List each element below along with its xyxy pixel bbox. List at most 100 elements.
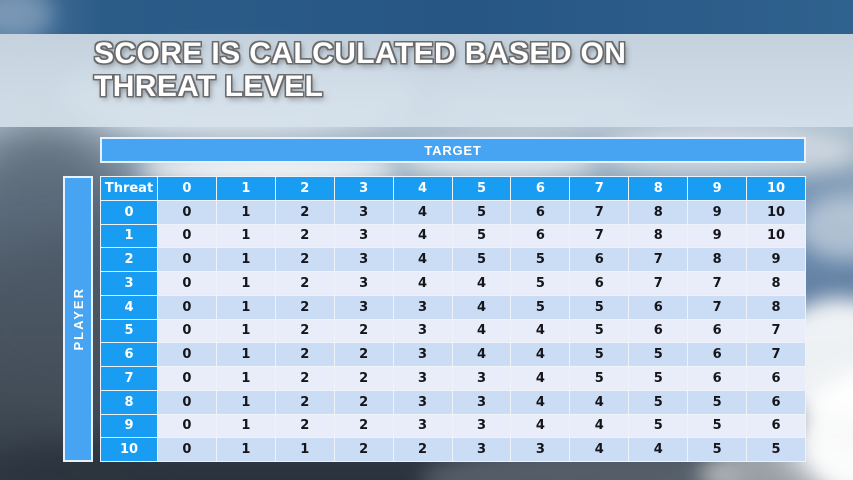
score-cell: 7: [629, 248, 688, 271]
score-cell: 0: [158, 272, 216, 295]
score-cell: 8: [688, 248, 747, 271]
score-cell: 6: [688, 319, 747, 343]
score-cell: 2: [275, 390, 334, 414]
score-cell: 5: [570, 295, 629, 319]
score-cell: 5: [747, 438, 805, 461]
score-cell: 9: [747, 248, 805, 271]
score-cell: 8: [629, 200, 688, 224]
score-cell: 6: [747, 367, 805, 390]
score-cell: 5: [511, 248, 570, 271]
col-header-cell: 9: [688, 177, 747, 200]
row-label-cell: 4: [101, 295, 157, 319]
score-cell: 5: [452, 224, 511, 248]
score-cell: 7: [747, 343, 805, 366]
score-cell: 2: [275, 224, 334, 248]
score-cell: 7: [747, 319, 805, 343]
score-cell: 6: [570, 248, 629, 271]
score-cell: 1: [216, 343, 275, 366]
score-cell: 0: [158, 414, 216, 438]
score-cell: 2: [334, 438, 393, 461]
score-cell: 1: [216, 224, 275, 248]
col-header-cell: 3: [334, 177, 393, 200]
score-cell: 8: [629, 224, 688, 248]
row-label-cell: 9: [101, 414, 157, 438]
score-cell: 4: [393, 248, 452, 271]
score-cell: 1: [216, 367, 275, 390]
score-cell: 1: [216, 295, 275, 319]
row-label-cell: 8: [101, 390, 157, 414]
score-cell: 4: [511, 343, 570, 366]
score-cell: 6: [747, 390, 805, 414]
score-cell: 3: [393, 319, 452, 343]
score-cell: 4: [511, 367, 570, 390]
score-cell: 1: [216, 248, 275, 271]
score-cell: 2: [275, 319, 334, 343]
score-cell: 1: [216, 414, 275, 438]
score-cell: 2: [275, 248, 334, 271]
score-cell: 0: [158, 248, 216, 271]
slide-title: SCORE IS CALCULATED BASED ON THREAT LEVE…: [94, 37, 626, 103]
row-label-cell: 7: [101, 367, 157, 390]
col-header-cell: 1: [216, 177, 275, 200]
score-cell: 0: [158, 367, 216, 390]
score-cell: 3: [393, 390, 452, 414]
score-cell: 5: [570, 343, 629, 366]
score-cell: 3: [452, 367, 511, 390]
score-cell: 8: [747, 272, 805, 295]
target-axis-banner: TARGET: [100, 137, 806, 163]
score-cell: 2: [275, 367, 334, 390]
score-cell: 2: [334, 390, 393, 414]
row-label-cell: 6: [101, 343, 157, 366]
score-cell: 0: [158, 224, 216, 248]
score-cell: 3: [393, 414, 452, 438]
score-cell: 2: [334, 367, 393, 390]
col-header-cell: 6: [511, 177, 570, 200]
score-cell: 1: [216, 200, 275, 224]
score-cell: 3: [511, 438, 570, 461]
score-cell: 5: [688, 390, 747, 414]
corner-header-cell: Threat: [101, 177, 157, 200]
score-cell: 5: [511, 295, 570, 319]
score-cell: 4: [511, 390, 570, 414]
score-cell: 5: [629, 343, 688, 366]
score-cell: 2: [334, 414, 393, 438]
score-cell: 4: [452, 295, 511, 319]
score-cell: 9: [688, 200, 747, 224]
col-header-cell: 10: [747, 177, 805, 200]
score-cell: 3: [393, 367, 452, 390]
score-cell: 1: [216, 390, 275, 414]
score-cell: 3: [334, 200, 393, 224]
score-cell: 5: [452, 200, 511, 224]
score-cell: 5: [688, 438, 747, 461]
score-cell: 4: [393, 200, 452, 224]
score-cell: 4: [511, 414, 570, 438]
score-cell: 0: [158, 343, 216, 366]
score-cell: 4: [570, 414, 629, 438]
score-cell: 5: [452, 248, 511, 271]
col-header-cell: 7: [570, 177, 629, 200]
sky-top-strip: [0, 0, 853, 34]
score-cell: 2: [334, 343, 393, 366]
score-table: Threat 0 1 2 3 4 5 6 7 8 9 10 0 0 1 2 3 4 5 6 7 8 9 10 1 0 1 2 3 4 5 6 7…: [100, 176, 806, 462]
score-cell: 5: [570, 319, 629, 343]
score-cell: 4: [570, 438, 629, 461]
score-cell: 3: [334, 295, 393, 319]
score-cell: 9: [688, 224, 747, 248]
score-cell: 2: [275, 295, 334, 319]
score-cell: 0: [158, 200, 216, 224]
score-cell: 3: [452, 390, 511, 414]
score-cell: 1: [216, 438, 275, 461]
col-header-cell: 2: [275, 177, 334, 200]
score-cell: 4: [629, 438, 688, 461]
score-cell: 6: [511, 224, 570, 248]
score-cell: 5: [688, 414, 747, 438]
score-cell: 2: [275, 200, 334, 224]
score-cell: 3: [452, 414, 511, 438]
score-cell: 4: [511, 319, 570, 343]
score-cell: 5: [629, 414, 688, 438]
score-cell: 3: [452, 438, 511, 461]
score-cell: 6: [570, 272, 629, 295]
score-cell: 1: [275, 438, 334, 461]
score-cell: 6: [688, 343, 747, 366]
